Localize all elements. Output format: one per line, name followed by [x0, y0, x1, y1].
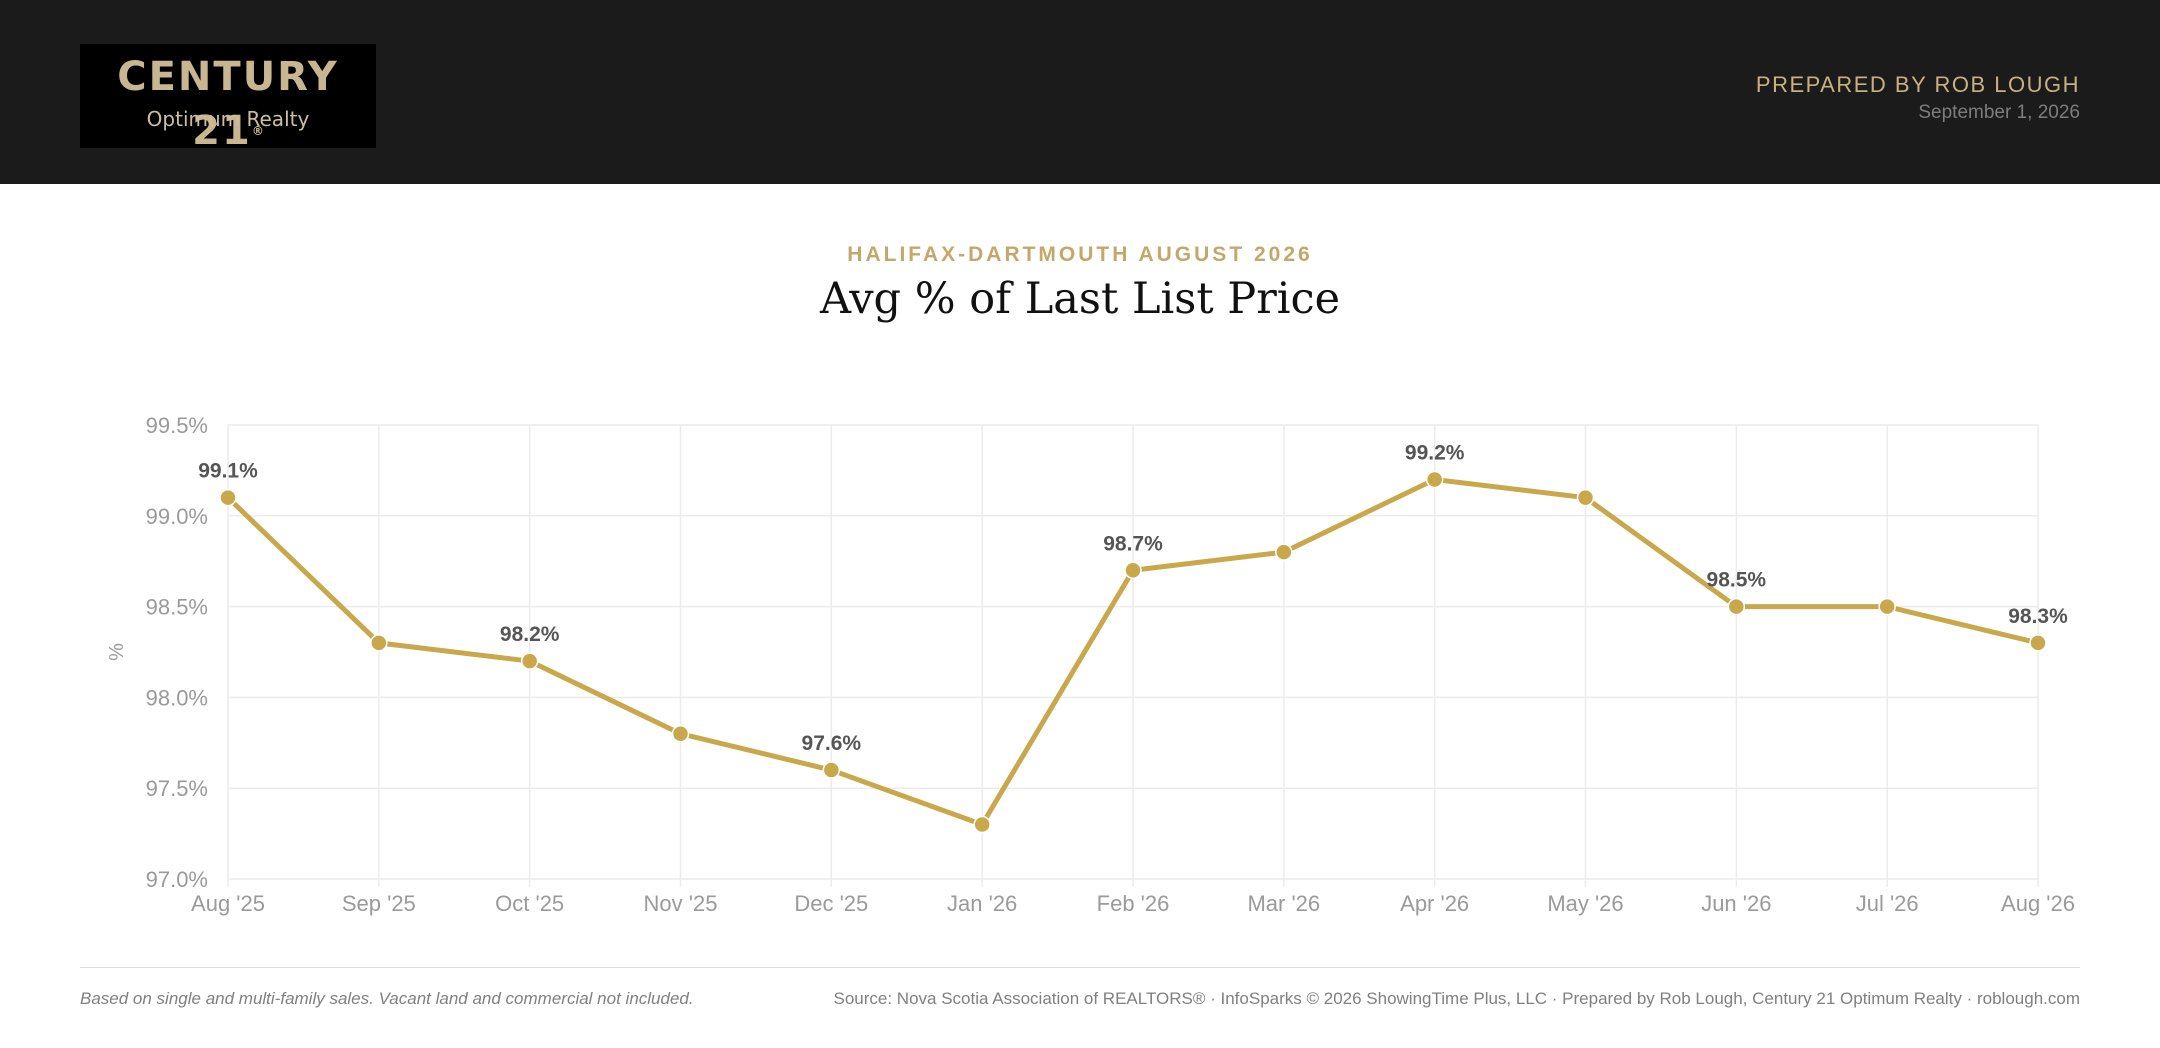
logo-registered-mark: ® [251, 124, 264, 138]
y-tick-label: 98.0% [146, 685, 208, 710]
data-label: 98.5% [1707, 569, 1767, 592]
y-tick-label: 98.5% [146, 595, 208, 620]
data-point [370, 634, 388, 652]
logo-subtitle: Optimum Realty [146, 107, 310, 131]
data-point [1878, 597, 1896, 616]
chart-axes: 97.0% 97.5% 98.0% 98.5% 99.0% 99.5% Aug '25 Sep… [106, 413, 2075, 916]
y-tick-label: 99.5% [146, 413, 208, 438]
x-tick-label: Nov '25 [644, 891, 718, 916]
x-tick-label: Aug '26 [2001, 891, 2075, 916]
footer-divider [80, 967, 2080, 968]
data-point [1124, 561, 1142, 580]
x-tick-label: Feb '26 [1097, 891, 1170, 916]
century21-logo: CENTURY 21® Optimum Realty [80, 44, 376, 154]
data-point [973, 815, 991, 834]
data-label: 99.1% [198, 460, 258, 483]
data-point [2029, 634, 2047, 652]
data-label: 98.2% [500, 623, 560, 646]
y-axis-title: % [106, 643, 128, 661]
data-label: 97.6% [802, 732, 862, 755]
header-bar: CENTURY 21® Optimum Realty PREPARED BY R… [0, 0, 2160, 184]
logo-brand: CENTURY 21® [80, 50, 376, 158]
x-tick-label: May '26 [1547, 891, 1623, 916]
footer-source: Source: Nova Scotia Association of REALT… [833, 989, 2081, 1008]
data-point [1425, 470, 1444, 489]
data-point [1727, 597, 1746, 616]
data-point [671, 724, 690, 743]
data-label: 98.3% [2008, 605, 2068, 628]
x-tick-label: Oct '25 [495, 891, 564, 916]
data-point [219, 488, 237, 507]
y-tick-label: 97.5% [146, 776, 208, 801]
data-point [1275, 543, 1293, 561]
x-tick-label: Dec '25 [794, 891, 868, 916]
x-tick-label: Apr '26 [1400, 891, 1469, 916]
chart-series: 99.1% 98.2% 97.6% 98.7% 99.2% 98.5% 98.3% [198, 441, 2068, 834]
y-tick-label: 99.0% [146, 504, 208, 529]
data-point [822, 761, 841, 779]
logo-brand-text: CENTURY 21 [117, 54, 339, 154]
line-chart: 97.0% 97.5% 98.0% 98.5% 99.0% 99.5% Aug '25 Sep… [106, 413, 2075, 916]
data-label: 98.7% [1103, 532, 1163, 555]
x-tick-label: Aug '25 [191, 891, 265, 916]
chart-title: Avg % of Last List Price [819, 274, 1341, 324]
x-tick-label: Jan '26 [947, 891, 1017, 916]
data-point [520, 652, 539, 670]
footer-note: Based on single and multi-family sales. … [80, 989, 694, 1008]
report-date: September 1, 2026 [1918, 102, 2080, 123]
data-label: 99.2% [1405, 441, 1465, 464]
x-tick-label: Mar '26 [1247, 891, 1320, 916]
y-tick-label: 97.0% [146, 867, 208, 892]
x-tick-label: Sep '25 [342, 891, 416, 916]
data-point [1576, 488, 1595, 507]
chart-subtitle: HALIFAX-DARTMOUTH AUGUST 2026 [847, 243, 1313, 266]
x-tick-label: Jul '26 [1856, 891, 1919, 916]
prepared-by: PREPARED BY ROB LOUGH [1755, 72, 2080, 97]
x-tick-label: Jun '26 [1701, 891, 1771, 916]
